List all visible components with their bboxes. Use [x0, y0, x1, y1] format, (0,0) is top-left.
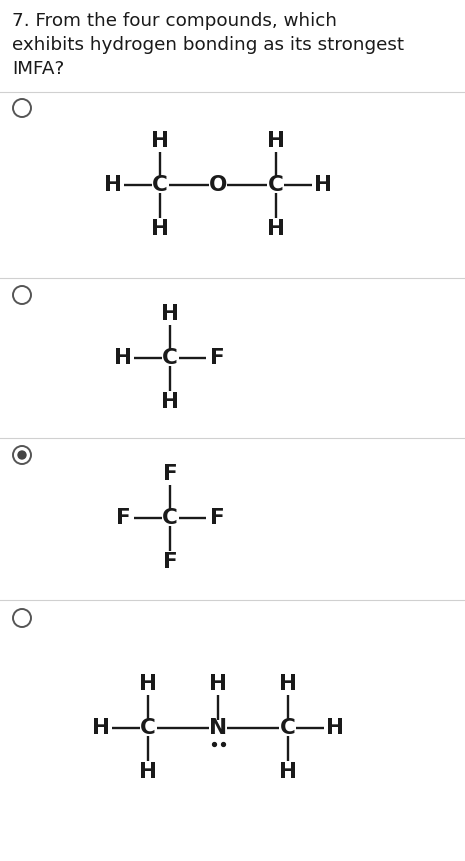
Text: C: C	[280, 718, 296, 738]
Text: O: O	[209, 175, 227, 195]
Text: H: H	[151, 219, 169, 239]
Text: F: F	[210, 348, 225, 368]
Text: H: H	[314, 175, 332, 195]
Text: H: H	[161, 392, 179, 412]
Text: H: H	[279, 762, 297, 782]
Text: C: C	[162, 508, 178, 528]
Text: F: F	[163, 552, 177, 572]
Circle shape	[17, 450, 27, 460]
Text: H: H	[161, 304, 179, 324]
Text: F: F	[163, 464, 177, 484]
Text: F: F	[116, 508, 130, 528]
Text: C: C	[268, 175, 284, 195]
Text: H: H	[326, 718, 344, 738]
Text: H: H	[151, 131, 169, 151]
Text: H: H	[267, 219, 285, 239]
Text: N: N	[209, 718, 227, 738]
Text: C: C	[152, 175, 168, 195]
Text: C: C	[140, 718, 156, 738]
Text: C: C	[162, 348, 178, 368]
Text: H: H	[209, 674, 227, 694]
Text: H: H	[114, 348, 132, 368]
Text: H: H	[139, 674, 157, 694]
Text: H: H	[104, 175, 122, 195]
Text: H: H	[279, 674, 297, 694]
Text: 7. From the four compounds, which: 7. From the four compounds, which	[12, 12, 337, 30]
Text: H: H	[92, 718, 110, 738]
Text: H: H	[139, 762, 157, 782]
Text: H: H	[267, 131, 285, 151]
Text: F: F	[210, 508, 225, 528]
Text: exhibits hydrogen bonding as its strongest: exhibits hydrogen bonding as its stronge…	[12, 36, 404, 54]
Text: IMFA?: IMFA?	[12, 60, 64, 78]
